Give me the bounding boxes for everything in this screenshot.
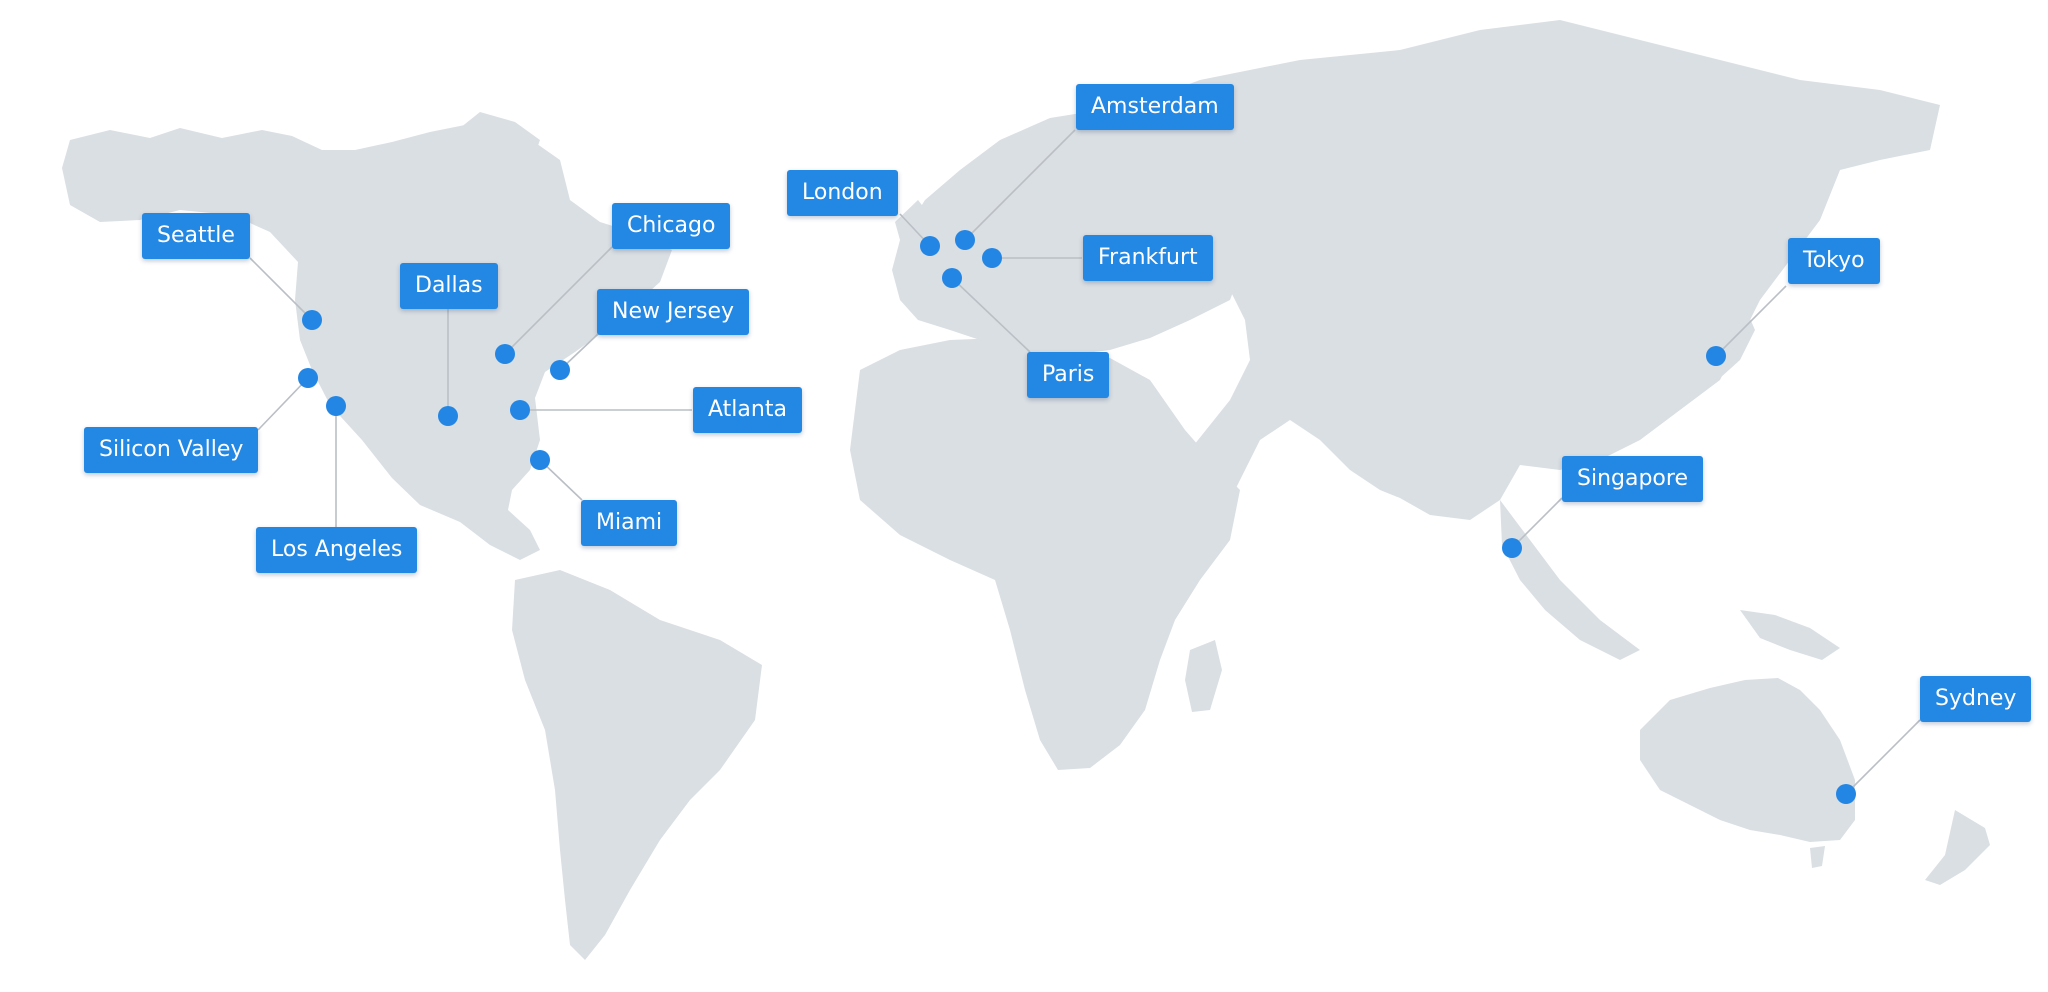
marker-silicon-valley[interactable] <box>298 368 318 388</box>
location-markers <box>298 230 1856 804</box>
marker-tokyo[interactable] <box>1706 346 1726 366</box>
marker-miami[interactable] <box>530 450 550 470</box>
label-london[interactable]: London <box>787 170 898 216</box>
marker-atlanta[interactable] <box>510 400 530 420</box>
marker-singapore[interactable] <box>1502 538 1522 558</box>
marker-london[interactable] <box>920 236 940 256</box>
label-los-angeles[interactable]: Los Angeles <box>256 527 418 573</box>
label-miami[interactable]: Miami <box>581 500 678 546</box>
leader-tokyo <box>1715 285 1787 357</box>
label-atlanta[interactable]: Atlanta <box>693 387 802 433</box>
landmass-new-zealand <box>1925 810 1990 885</box>
label-frankfurt[interactable]: Frankfurt <box>1083 235 1213 281</box>
marker-new-jersey[interactable] <box>550 360 570 380</box>
leader-chicago <box>504 246 613 355</box>
landmass-north-america <box>62 124 672 560</box>
landmass-new-guinea <box>1740 610 1840 660</box>
label-tokyo[interactable]: Tokyo <box>1788 238 1880 284</box>
leader-amsterdam <box>964 129 1076 241</box>
marker-los-angeles[interactable] <box>326 396 346 416</box>
label-chicago[interactable]: Chicago <box>612 203 731 249</box>
label-paris[interactable]: Paris <box>1027 352 1110 398</box>
leader-paris <box>951 277 1031 353</box>
leader-sydney <box>1845 719 1921 795</box>
landmass-australia <box>1640 678 1855 842</box>
marker-sydney[interactable] <box>1836 784 1856 804</box>
marker-seattle[interactable] <box>302 310 322 330</box>
label-amsterdam[interactable]: Amsterdam <box>1076 84 1234 130</box>
marker-frankfurt[interactable] <box>982 248 1002 268</box>
leader-seattle <box>249 257 313 321</box>
leader-silicon-valley <box>257 377 309 431</box>
label-singapore[interactable]: Singapore <box>1562 456 1703 502</box>
landmass-madagascar <box>1185 640 1222 712</box>
land-masses <box>62 20 1990 960</box>
label-sydney[interactable]: Sydney <box>1920 676 2032 722</box>
label-seattle[interactable]: Seattle <box>142 213 250 259</box>
landmass-asia <box>1120 20 1940 520</box>
label-silicon-valley[interactable]: Silicon Valley <box>84 427 259 473</box>
landmass-southeast-asia <box>1500 500 1640 660</box>
landmass-tasmania <box>1810 846 1825 868</box>
leader-singapore <box>1511 497 1563 549</box>
label-dallas[interactable]: Dallas <box>400 263 498 309</box>
marker-chicago[interactable] <box>495 344 515 364</box>
landmass-africa <box>850 338 1240 770</box>
marker-dallas[interactable] <box>438 406 458 426</box>
label-new-jersey[interactable]: New Jersey <box>597 289 750 335</box>
marker-amsterdam[interactable] <box>955 230 975 250</box>
marker-paris[interactable] <box>942 268 962 288</box>
landmass-south-america <box>512 570 762 960</box>
landmass-greenland <box>455 112 540 178</box>
